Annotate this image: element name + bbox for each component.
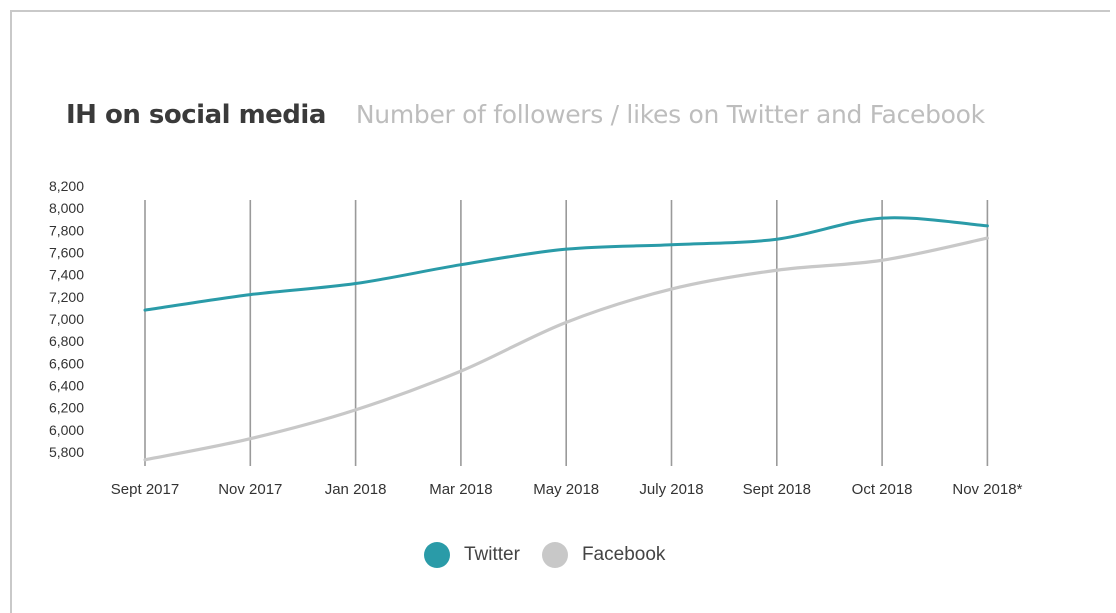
legend-marker-facebook [541,542,568,568]
legend-label-twitter: Twitter [464,544,520,565]
y-tick-label: 6,600 [49,355,84,371]
x-tick-label: Jan 2018 [325,481,387,498]
y-tick-label: 7,400 [49,267,84,283]
x-tick-label: Sept 2018 [743,481,811,498]
series-lines [143,216,989,462]
chart-subtitle: Number of followers / likes on Twitter a… [355,100,985,129]
x-tick-label: July 2018 [639,481,703,498]
y-tick-label: 6,000 [49,422,84,438]
y-tick-label: 8,000 [49,200,84,216]
x-tick-label: Nov 2017 [218,481,282,498]
legend-item-twitter: Twitter [424,542,520,568]
y-tick-label: 8,200 [49,178,84,194]
grid-lines [144,200,989,466]
chart-header: IH on social media Number of followers / … [66,100,985,130]
chart-title: IH on social media [66,100,326,130]
x-tick-label: Nov 2018* [952,481,1022,498]
y-tick-label: 6,800 [49,333,84,349]
x-tick-label: Sept 2017 [111,481,179,498]
legend-label-facebook: Facebook [581,544,666,565]
chart-frame [10,10,1110,613]
x-tick-label: May 2018 [533,481,599,498]
y-axis-ticks: 8,200 8,000 7,800 7,600 7,400 7,200 7,000 6,800… [49,178,84,460]
y-tick-label: 5,800 [49,444,84,460]
y-tick-label: 7,200 [49,289,84,305]
y-tick-label: 6,400 [49,378,84,394]
y-tick-label: 7,000 [49,311,84,327]
x-axis-ticks: Sept 2017 Nov 2017 Jan 2018 Mar 2018 May 201… [111,481,1023,498]
y-tick-label: 7,600 [49,245,84,261]
legend-marker-twitter [424,542,450,568]
x-tick-label: Oct 2018 [852,481,913,498]
legend: Twitter Facebook [424,542,687,568]
y-tick-label: 7,800 [49,222,84,238]
legend-item-facebook: Facebook [541,542,666,568]
y-tick-label: 6,200 [49,400,84,416]
x-tick-label: Mar 2018 [429,481,492,498]
